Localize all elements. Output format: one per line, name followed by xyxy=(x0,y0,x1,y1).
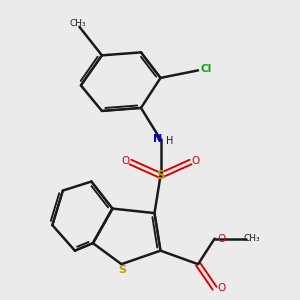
Text: CH₃: CH₃ xyxy=(70,19,86,28)
Text: H: H xyxy=(167,136,174,146)
Text: O: O xyxy=(217,234,225,244)
Text: O: O xyxy=(217,283,225,293)
Text: S: S xyxy=(118,265,126,275)
Text: CH₃: CH₃ xyxy=(243,233,260,242)
Text: Cl: Cl xyxy=(200,64,211,74)
Text: N: N xyxy=(154,134,163,145)
Text: S: S xyxy=(156,169,165,182)
Text: O: O xyxy=(121,156,129,166)
Text: O: O xyxy=(192,156,200,166)
